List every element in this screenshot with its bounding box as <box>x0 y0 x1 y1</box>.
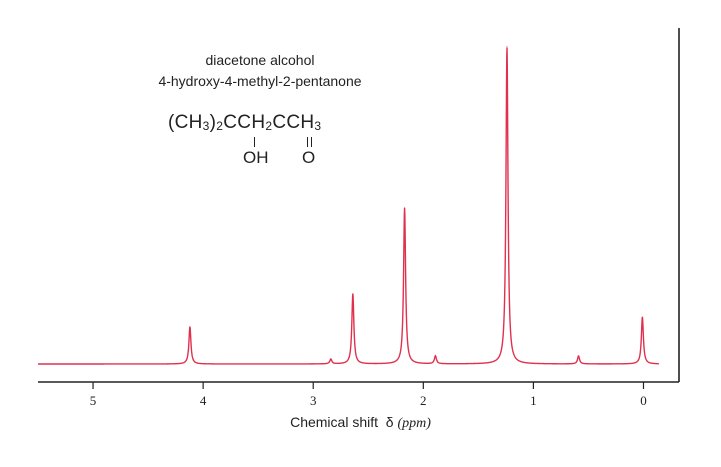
single-bond-c-oh <box>254 137 256 147</box>
formula-carbonyl-oxygen: O <box>302 148 316 167</box>
spectrum-line <box>38 47 659 365</box>
x-tick-label: 4 <box>200 393 207 408</box>
x-axis-ticks: 5 4 3 2 1 0 <box>90 382 647 408</box>
spectrum-peak <box>352 293 354 295</box>
compound-iupac-name: 4-hydroxy-4-methyl-2-pentanone <box>158 73 362 89</box>
formula-part-close-paren: ) <box>209 112 217 133</box>
spectrum-peak <box>577 355 580 357</box>
x-tick-label: 3 <box>310 393 317 408</box>
spectrum-peak <box>330 358 332 360</box>
spectrum-peak <box>403 207 406 209</box>
formula-sub-3a: 3 <box>202 119 210 133</box>
x-axis-label-text: Chemical shift <box>290 414 378 430</box>
x-tick-label: 1 <box>530 393 537 408</box>
formula-part-cch: CCH <box>223 112 266 133</box>
formula-part-ch3-group: (CH <box>168 112 203 133</box>
compound-common-name: diacetone alcohol <box>205 52 315 68</box>
x-tick-label: 5 <box>90 393 97 408</box>
peak-marks <box>189 46 643 360</box>
structural-formula: (CH3)2CCH2CCH3 <box>168 112 321 134</box>
x-axis-label: Chemical shift δ (ppm) <box>0 414 721 432</box>
spectrum-peak <box>189 326 191 328</box>
x-axis-label-symbol: δ <box>385 414 394 430</box>
formula-hydroxyl: OH <box>243 148 269 167</box>
spectrum-peak <box>641 316 643 318</box>
formula-sub-3b: 3 <box>314 119 322 133</box>
x-tick-label: 2 <box>420 393 427 408</box>
double-bond-c-o-left <box>307 137 309 147</box>
formula-sub-2b: 2 <box>265 119 273 133</box>
double-bond-c-o-right <box>311 137 313 147</box>
formula-part-cch-b: CCH <box>272 112 315 133</box>
spectrum-peak <box>434 355 437 357</box>
spectrum-peak <box>506 46 508 48</box>
x-tick-label: 0 <box>640 393 647 408</box>
formula-sub-2a: 2 <box>216 119 224 133</box>
x-axis-label-unit: (ppm) <box>397 416 431 431</box>
